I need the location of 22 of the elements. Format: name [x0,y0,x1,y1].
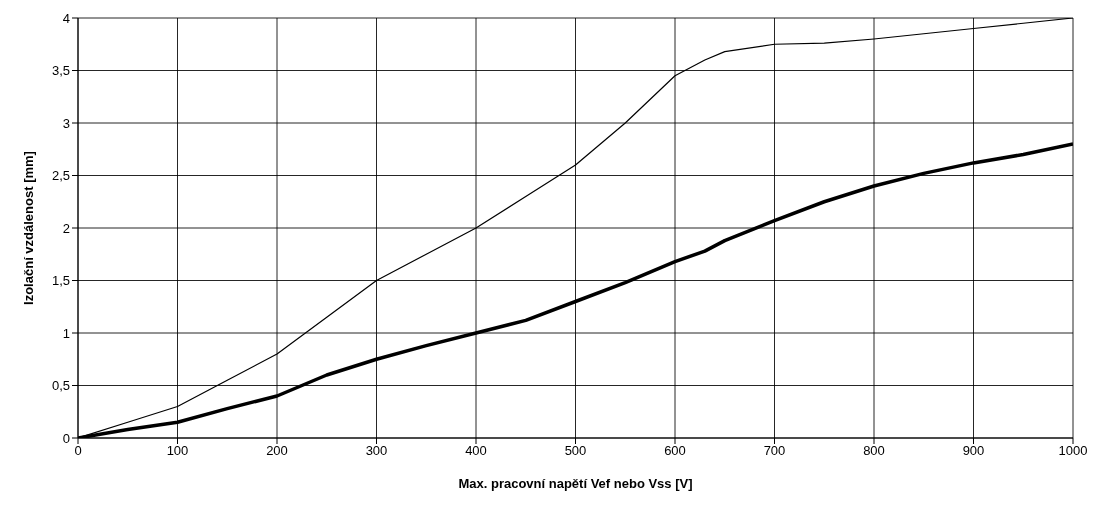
x-tick-label: 800 [863,443,885,459]
y-tick-label: 0,5 [51,378,70,394]
y-tick-label: 2 [62,220,70,236]
y-tick-label: 1 [62,325,70,341]
y-axis-title: Izolační vzdálenost [mm] [20,151,36,305]
y-tick-label: 4 [62,10,70,26]
x-tick-label: 100 [166,443,189,459]
x-tick-label: 1000 [1058,443,1088,459]
x-axis-title: Max. pracovní napětí Vef nebo Vss [V] [458,476,693,491]
x-tick-label: 400 [465,443,487,459]
x-tick-label: 900 [962,443,985,459]
y-tick-label: 0 [62,430,70,446]
x-tick-label: 500 [564,443,587,459]
y-tick-label: 3 [62,115,70,131]
y-tick-label: 1,5 [51,273,70,289]
y-tick-label: 2,5 [51,168,70,184]
x-tick-label: 300 [365,443,388,459]
y-tick-label: 3,5 [51,63,70,79]
x-tick-label: 200 [266,443,288,459]
x-tick-label: 600 [664,443,686,459]
x-tick-label: 700 [763,443,786,459]
x-tick-label: 0 [74,443,82,459]
